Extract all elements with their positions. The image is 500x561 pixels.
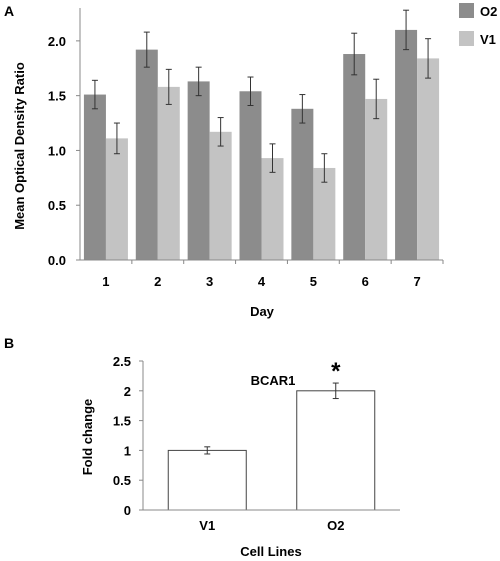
y-tick-label: 2.0: [48, 34, 66, 49]
y-tick-label: 2.5: [113, 354, 131, 369]
panel-b-label: B: [4, 335, 14, 351]
bar-o2: [296, 390, 376, 511]
panel-b-y-ticks: 0 0.5 1 1.5 2 2.5: [113, 354, 143, 518]
legend-swatch-v1: [459, 31, 474, 46]
x-tick-label: 2: [154, 274, 161, 289]
panel-b-x-ticks: V1 O2: [199, 518, 344, 533]
bar-v1: [313, 167, 336, 260]
panel-b-bars: [167, 390, 376, 511]
panel-b-x-axis-label: Cell Lines: [240, 544, 301, 559]
y-tick-label: 1.0: [48, 143, 66, 158]
bar-o2: [239, 91, 262, 260]
bar-o2: [291, 108, 314, 260]
bar-o2: [187, 81, 210, 261]
bar-o2: [395, 29, 418, 261]
legend-label-o2: O2: [480, 4, 497, 19]
panel-b-title: BCAR1: [251, 373, 296, 388]
bar-o2: [135, 49, 158, 260]
panel-b: B BCAR1 0 0.5 1 1.5 2 2.5 * V1 O2 Cell Lines F…: [4, 335, 400, 559]
bar-v1: [261, 158, 284, 260]
x-tick-label: 7: [413, 274, 420, 289]
bar-v1: [417, 58, 440, 261]
bar-v1: [167, 449, 247, 511]
panel-b-error-bars: *: [204, 358, 341, 455]
panel-a-y-axis-label: Mean Optical Density Ratio: [12, 62, 27, 230]
y-tick-label: 1: [124, 443, 131, 458]
panel-a-label: A: [4, 3, 14, 19]
bar-v1: [365, 98, 388, 260]
y-tick-label: 0.0: [48, 253, 66, 268]
y-tick-label: 0.5: [48, 198, 66, 213]
panel-a-x-ticks: 1 2 3 4 5 6 7: [102, 260, 444, 289]
legend-swatch-o2: [459, 3, 474, 18]
x-tick-label: V1: [199, 518, 215, 533]
bar-v1: [105, 138, 128, 260]
panel-a-bars: [83, 29, 440, 261]
y-tick-label: 2: [124, 384, 131, 399]
panel-a-y-ticks: 0.0 0.5 1.0 1.5 2.0: [48, 34, 80, 268]
significance-marker: *: [331, 358, 341, 385]
x-tick-label: 3: [206, 274, 213, 289]
x-tick-label: O2: [327, 518, 344, 533]
bar-o2: [83, 94, 106, 260]
y-tick-label: 1.5: [48, 89, 66, 104]
x-tick-label: 4: [258, 274, 266, 289]
y-tick-label: 1.5: [113, 414, 131, 429]
panel-a-legend: O2 V1: [459, 3, 497, 47]
panel-b-y-axis-label: Fold change: [80, 399, 95, 476]
panel-a: A 0.0 0.5 1.0 1.5 2.0 1 2 3 4 5 6 7 Day Mean Optic…: [4, 3, 497, 319]
legend-label-v1: V1: [480, 32, 496, 47]
y-tick-label: 0.5: [113, 473, 131, 488]
bar-o2: [343, 54, 366, 260]
x-tick-label: 5: [310, 274, 317, 289]
y-tick-label: 0: [124, 503, 131, 518]
bar-v1: [157, 86, 180, 260]
panel-a-x-axis-label: Day: [250, 304, 275, 319]
x-tick-label: 6: [362, 274, 369, 289]
panel-a-error-bars: [91, 9, 432, 183]
x-tick-label: 1: [102, 274, 109, 289]
bar-v1: [209, 131, 232, 260]
